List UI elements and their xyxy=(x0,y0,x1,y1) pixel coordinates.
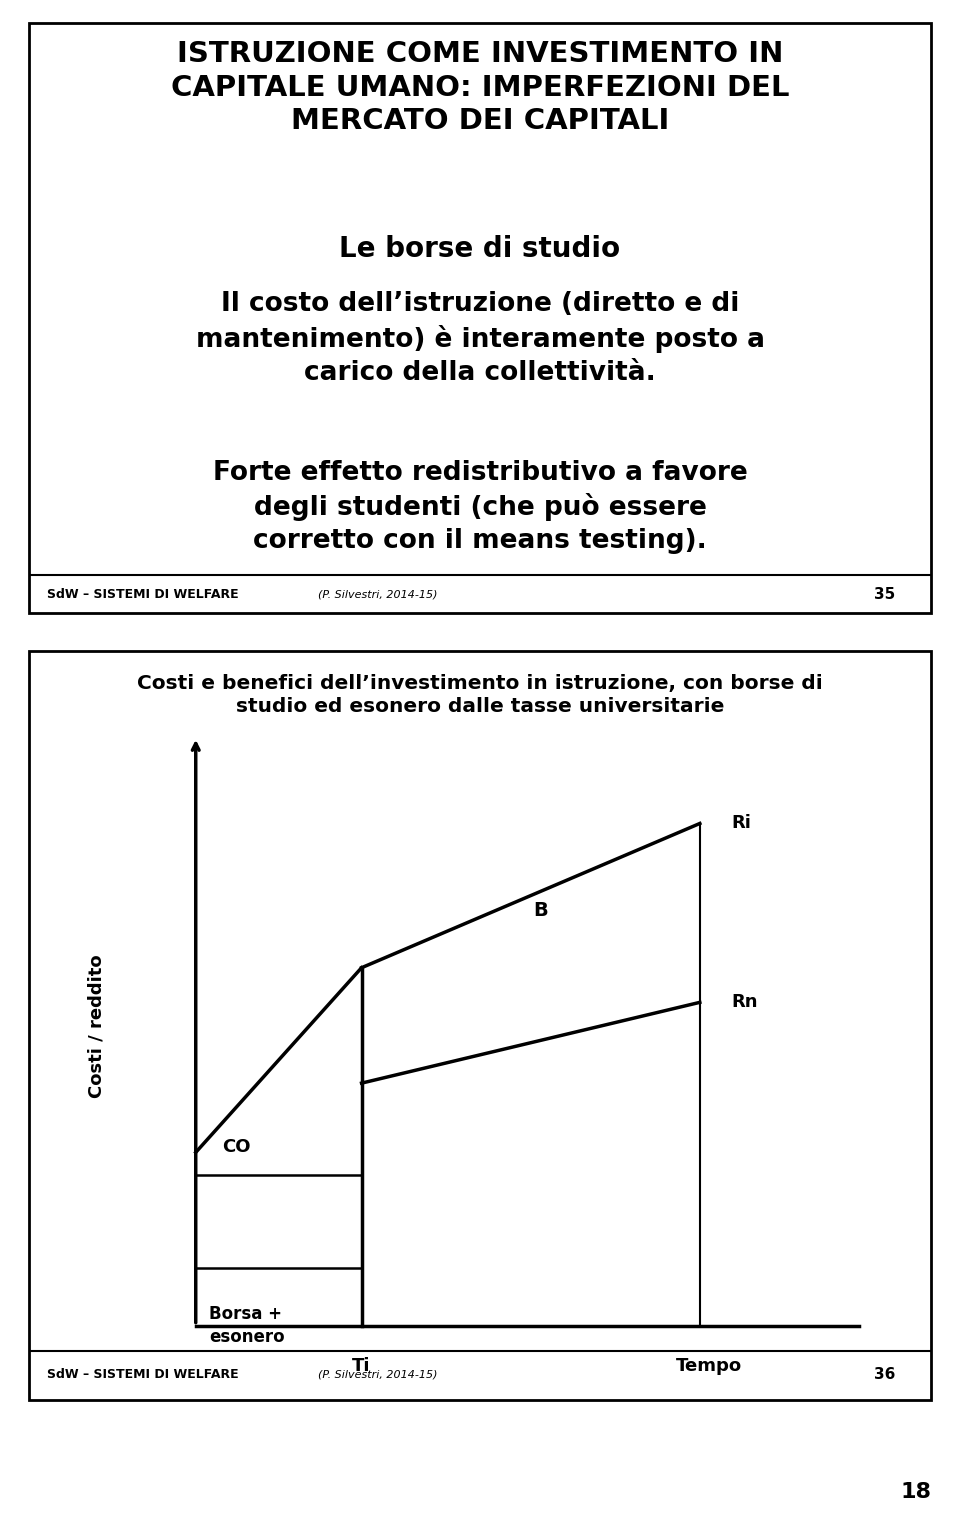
Text: Il costo dell’istruzione (diretto e di
mantenimento) è interamente posto a
caric: Il costo dell’istruzione (diretto e di m… xyxy=(196,291,764,386)
Text: Costi e benefici dell’investimento in istruzione, con borse di
studio ed esonero: Costi e benefici dell’investimento in is… xyxy=(137,674,823,716)
Text: (P. Silvestri, 2014-15): (P. Silvestri, 2014-15) xyxy=(318,589,437,600)
Text: 18: 18 xyxy=(900,1482,931,1502)
Text: Borsa +
esonero: Borsa + esonero xyxy=(209,1305,284,1346)
Text: ISTRUZIONE COME INVESTIMENTO IN
CAPITALE UMANO: IMPERFEZIONI DEL
MERCATO DEI CAP: ISTRUZIONE COME INVESTIMENTO IN CAPITALE… xyxy=(171,41,789,135)
Text: Ti: Ti xyxy=(352,1357,371,1375)
Text: (P. Silvestri, 2014-15): (P. Silvestri, 2014-15) xyxy=(318,1369,437,1379)
Text: Rn: Rn xyxy=(732,993,757,1011)
Text: SdW – SISTEMI DI WELFARE: SdW – SISTEMI DI WELFARE xyxy=(47,1367,238,1381)
Text: B: B xyxy=(533,901,548,919)
Text: Ri: Ri xyxy=(732,815,752,833)
Text: Le borse di studio: Le borse di studio xyxy=(340,235,620,263)
Text: 36: 36 xyxy=(874,1367,895,1382)
Text: Forte effetto redistributivo a favore
degli studenti (che può essere
corretto co: Forte effetto redistributivo a favore de… xyxy=(212,460,748,554)
Text: Tempo: Tempo xyxy=(676,1357,742,1375)
Text: Costi / reddito: Costi / reddito xyxy=(87,954,106,1098)
Text: 35: 35 xyxy=(874,587,895,601)
Text: CO: CO xyxy=(223,1137,251,1155)
Text: SdW – SISTEMI DI WELFARE: SdW – SISTEMI DI WELFARE xyxy=(47,587,238,601)
